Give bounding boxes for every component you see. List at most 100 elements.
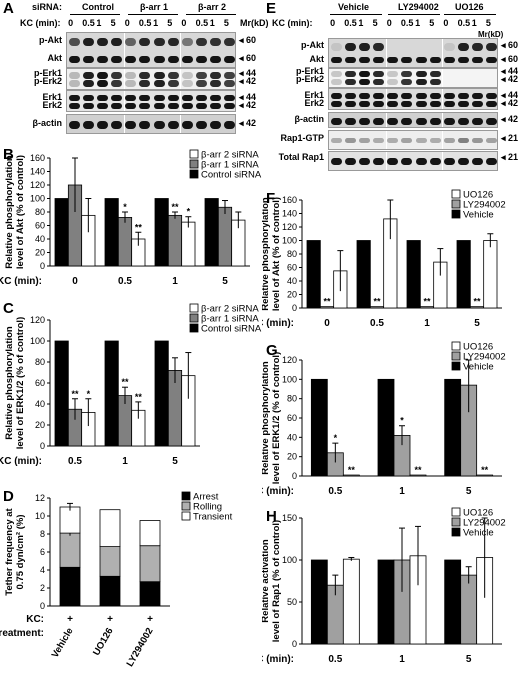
x-tick-label: LY294002 — [125, 626, 156, 669]
x-tick-label: 0.5 — [370, 318, 384, 329]
y-tick-label: 60 — [35, 378, 45, 388]
bar — [377, 559, 395, 645]
blot-strip — [328, 68, 498, 88]
legend-label: β-arr 1 siRNA — [201, 160, 259, 171]
protein-band — [373, 57, 385, 63]
protein-band — [196, 121, 208, 129]
lane-divider — [385, 152, 387, 170]
y-axis-title: level of ERK1/2 (% of control) — [15, 317, 26, 450]
protein-band — [82, 103, 94, 109]
x-tick-label: 5 — [172, 456, 178, 467]
protein-band — [125, 121, 137, 129]
lane-divider — [123, 33, 125, 67]
significance-marker: ** — [323, 297, 331, 307]
bar — [204, 198, 219, 267]
x-tick-label: 1 — [399, 486, 405, 497]
pretreatment-label: Pretreatment: — [0, 628, 44, 639]
protein-band — [472, 138, 484, 143]
protein-band — [443, 101, 455, 107]
legend-label: β-arr 1 siRNA — [201, 314, 259, 325]
legend-swatch — [181, 491, 191, 501]
protein-band — [458, 57, 470, 63]
protein-band — [387, 93, 399, 99]
protein-band — [472, 158, 484, 165]
protein-band — [196, 103, 208, 109]
protein-band — [344, 57, 356, 63]
protein-band — [443, 57, 455, 63]
molecular-weight: ◂ 44 — [501, 66, 519, 76]
y-tick-label: 0 — [40, 601, 45, 611]
legend-label: UO126 — [463, 190, 493, 201]
protein-band — [358, 71, 370, 77]
group-underline — [444, 14, 496, 15]
y-tick-label: 20 — [287, 452, 297, 462]
lane-label: 5 — [429, 18, 435, 28]
lane-divider — [385, 131, 387, 149]
blot-e-group-vehicle: Vehicle — [338, 2, 370, 12]
stacked-bar-segment — [99, 546, 121, 577]
significance-marker: ** — [414, 465, 422, 475]
legend-label: UO126 — [463, 342, 493, 353]
y-axis-title: level of Akt (% of control) — [15, 155, 26, 269]
lane-divider — [180, 69, 182, 89]
protein-band — [82, 56, 94, 63]
blot-e-membrane — [328, 38, 498, 172]
protein-band — [486, 118, 498, 125]
protein-band — [443, 93, 455, 99]
y-tick-label: 0 — [292, 639, 297, 649]
lane-label: 5 — [223, 18, 229, 28]
y-tick-label: 160 — [282, 195, 297, 205]
bar — [319, 306, 335, 309]
x-tick-label: 0.5 — [68, 456, 82, 467]
blot-a-group-control: Control — [82, 2, 114, 12]
protein-band — [387, 118, 399, 125]
y-tick-label: 140 — [30, 167, 45, 177]
protein-band — [415, 57, 427, 63]
protein-band — [111, 95, 123, 101]
bar — [469, 306, 485, 309]
lane-divider — [442, 69, 444, 87]
y-axis-title: Relative activation — [262, 539, 271, 623]
legend-swatch — [451, 361, 461, 371]
protein-band — [373, 138, 385, 143]
legend-label: Control siRNA — [201, 324, 262, 335]
protein-band — [111, 38, 123, 46]
protein-band — [401, 138, 413, 143]
legend-swatch — [451, 341, 461, 351]
significance-marker: * — [187, 207, 191, 217]
y-tick-label: 2 — [40, 583, 45, 593]
y-tick-label: 100 — [30, 336, 45, 346]
y-tick-label: 100 — [282, 236, 297, 246]
chart-d: 0 2 4 6 8 10 12 Tether frequency at 0.75 dyn/cm²… — [0, 491, 233, 669]
y-tick-label: 100 — [30, 194, 45, 204]
protein-band — [429, 71, 441, 77]
blot-a-kc-label: KC (min): — [20, 18, 61, 28]
protein-band — [125, 103, 137, 109]
protein-band — [210, 95, 222, 101]
protein-band — [486, 57, 498, 63]
protein-band — [196, 38, 208, 46]
y-tick-label: 10 — [35, 511, 45, 521]
panel-label-b: B — [3, 146, 14, 163]
blot-row-label: p-Erk2 — [33, 76, 62, 86]
protein-band — [82, 38, 94, 46]
blot-e-mr-label: Mr(kD) — [478, 30, 504, 39]
significance-marker: ** — [135, 392, 143, 402]
panel-label-e: E — [266, 0, 277, 17]
legend-label: LY294002 — [463, 352, 506, 363]
protein-band — [68, 121, 80, 129]
legend-label: LY294002 — [463, 518, 506, 529]
protein-band — [181, 103, 193, 109]
blot-row-label: Total Rap1 — [278, 152, 324, 162]
protein-band — [96, 80, 108, 87]
significance-marker: ** — [121, 377, 129, 387]
panel-label-h: H — [266, 508, 277, 525]
protein-band — [167, 38, 179, 46]
bar — [419, 306, 435, 309]
bar — [476, 474, 494, 477]
protein-band — [373, 101, 385, 107]
stacked-bar-segment — [99, 575, 121, 607]
group-underline — [388, 14, 440, 15]
blot-row-label: p-Akt — [301, 40, 324, 50]
y-tick-label: 120 — [282, 222, 297, 232]
